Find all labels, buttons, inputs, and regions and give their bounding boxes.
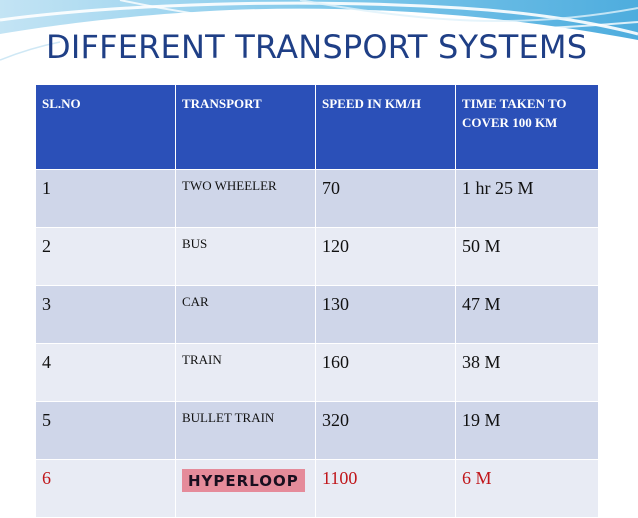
table-row: 5 BULLET TRAIN 320 19 M: [35, 401, 599, 460]
cell-speed: 130: [315, 285, 456, 344]
cell-speed: 320: [315, 401, 456, 460]
cell-time: 50 M: [455, 227, 599, 286]
cell-transport: TRAIN: [175, 343, 316, 402]
cell-transport-logo: HYPERLOOP: [175, 459, 316, 518]
cell-sl-no: 2: [35, 227, 176, 286]
cell-speed: 1100: [315, 459, 456, 518]
cell-sl-no: 4: [35, 343, 176, 402]
cell-sl-no: 1: [35, 169, 176, 228]
table-row: 1 TWO WHEELER 70 1 hr 25 M: [35, 169, 599, 228]
table-row: 3 CAR 130 47 M: [35, 285, 599, 344]
header-time: TIME TAKEN TO COVER 100 KM: [455, 84, 599, 170]
header-transport: TRANSPORT: [175, 84, 316, 170]
cell-sl-no: 6: [35, 459, 176, 518]
cell-transport: TWO WHEELER: [175, 169, 316, 228]
cell-sl-no: 3: [35, 285, 176, 344]
table-row: 4 TRAIN 160 38 M: [35, 343, 599, 402]
transport-table: SL.NO TRANSPORT SPEED IN KM/H TIME TAKEN…: [35, 84, 599, 518]
hyperloop-logo: HYPERLOOP: [182, 469, 305, 492]
cell-time: 19 M: [455, 401, 599, 460]
cell-transport: BULLET TRAIN: [175, 401, 316, 460]
cell-time: 6 M: [455, 459, 599, 518]
table-row-highlight: 6 HYPERLOOP 1100 6 M: [35, 459, 599, 518]
header-sl-no: SL.NO: [35, 84, 176, 170]
table-row: 2 BUS 120 50 M: [35, 227, 599, 286]
header-speed: SPEED IN KM/H: [315, 84, 456, 170]
cell-speed: 160: [315, 343, 456, 402]
cell-speed: 120: [315, 227, 456, 286]
cell-time: 38 M: [455, 343, 599, 402]
slide-title: DIFFERENT TRANSPORT SYSTEMS: [46, 28, 588, 66]
slide-background-swooshes: [0, 0, 638, 61]
cell-sl-no: 5: [35, 401, 176, 460]
cell-time: 1 hr 25 M: [455, 169, 599, 228]
cell-speed: 70: [315, 169, 456, 228]
cell-transport: CAR: [175, 285, 316, 344]
cell-time: 47 M: [455, 285, 599, 344]
cell-transport: BUS: [175, 227, 316, 286]
table-header-row: SL.NO TRANSPORT SPEED IN KM/H TIME TAKEN…: [35, 84, 599, 170]
